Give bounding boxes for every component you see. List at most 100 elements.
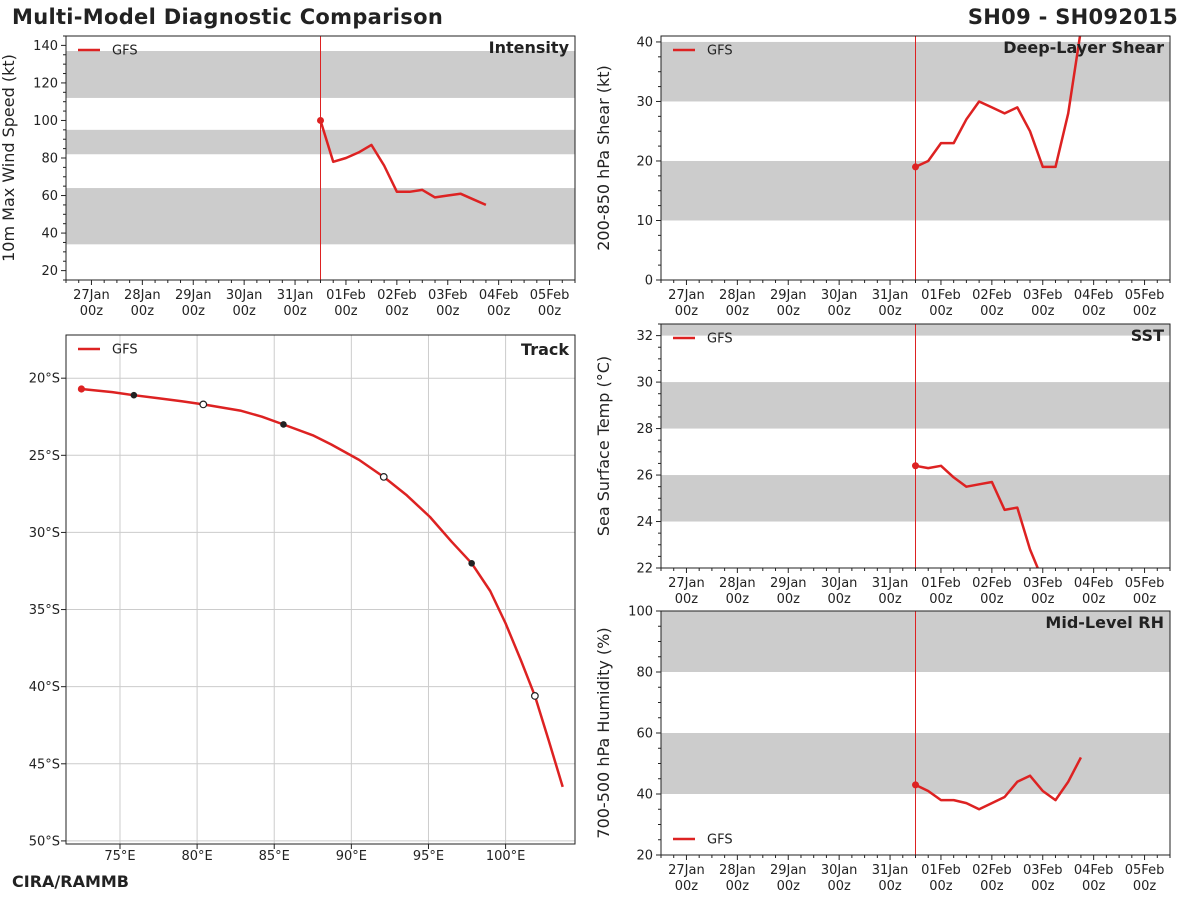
intensity-xtick-label: 00z [487, 304, 511, 319]
shear-xtick-label: 29Jan [770, 288, 807, 303]
intensity-xtick-label: 00z [80, 304, 104, 319]
shear-xtick-label: 28Jan [719, 288, 756, 303]
intensity-xtick-label: 00z [436, 304, 460, 319]
rh-legend-label: GFS [707, 833, 733, 848]
track-series-gfs [81, 387, 564, 788]
rh-xtick-label: 00z [827, 879, 851, 894]
rh-xtick-label: 00z [980, 879, 1004, 894]
track-ytick-label: 35°S [29, 603, 60, 618]
sst-xtick-label: 27Jan [668, 576, 705, 591]
rh-xtick-label: 30Jan [821, 863, 858, 878]
intensity-legend-label: GFS [112, 44, 138, 59]
shear-xtick-label: 31Jan [872, 288, 909, 303]
intensity-xtick-label: 30Jan [226, 288, 263, 303]
intensity-xtick-label: 01Feb [326, 288, 366, 303]
shear-xtick-label: 00z [878, 304, 902, 319]
shear-xtick-label: 00z [1031, 304, 1055, 319]
intensity-xtick-label: 00z [385, 304, 409, 319]
rh-series-gfs [914, 756, 1083, 811]
shear-series-gfs [914, 36, 1082, 169]
intensity-xtick-label: 29Jan [175, 288, 212, 303]
rh-xtick-label: 00z [1133, 879, 1157, 894]
sst-xtick-label: 03Feb [1023, 576, 1063, 591]
shear-ytick-label: 10 [636, 214, 653, 229]
intensity-xtick-label: 00z [283, 304, 307, 319]
sst-xtick-label: 00z [1133, 592, 1157, 607]
track-frame [65, 334, 576, 845]
sst-xtick-label: 00z [675, 592, 699, 607]
track-ytick-label: 45°S [29, 757, 60, 772]
sst-xtick-label: 30Jan [821, 576, 858, 591]
intensity-ylabel: 10m Max Wind Speed (kt) [0, 54, 18, 262]
sst-xtick-label: 00z [827, 592, 851, 607]
credit-label: CIRA/RAMMB [12, 872, 129, 891]
sst-xtick-label: 00z [777, 592, 801, 607]
track-ytick-label: 40°S [29, 680, 60, 695]
sst-xtick-label: 00z [878, 592, 902, 607]
rh-xtick-label: 03Feb [1023, 863, 1063, 878]
shear-ylabel: 200-850 hPa Shear (kt) [594, 65, 613, 251]
storm-id: SH09 - SH092015 [967, 5, 1178, 29]
rh-xtick-label: 02Feb [972, 863, 1012, 878]
intensity-xtick-label: 28Jan [124, 288, 161, 303]
shear-legend-label: GFS [707, 44, 733, 59]
intensity-xtick-label: 31Jan [277, 288, 314, 303]
shear-xtick-label: 01Feb [921, 288, 961, 303]
sst-xtick-label: 31Jan [872, 576, 909, 591]
shear-xtick-label: 02Feb [972, 288, 1012, 303]
sst-xtick-label: 00z [980, 592, 1004, 607]
sst-legend-label: GFS [707, 332, 733, 347]
intensity-series-gfs [319, 120, 487, 207]
intensity-xtick-label: 27Jan [73, 288, 110, 303]
sst-ytick-label: 26 [636, 469, 653, 484]
sst-xtick-label: 00z [726, 592, 750, 607]
rh-xtick-label: 27Jan [668, 863, 705, 878]
intensity-xtick-label: 00z [538, 304, 562, 319]
shear-xtick-label: 03Feb [1023, 288, 1063, 303]
intensity-ytick-label: 100 [33, 114, 58, 129]
intensity-xtick-label: 00z [182, 304, 206, 319]
sst-ytick-label: 28 [636, 422, 653, 437]
track-marker-open [379, 473, 388, 481]
track-marker-filled [468, 559, 475, 567]
shear-ytick-label: 0 [645, 274, 653, 289]
sst-ytick-label: 22 [636, 562, 653, 577]
track-marker-open [530, 692, 539, 700]
rh-xtick-label: 01Feb [921, 863, 961, 878]
rh-init-point [912, 781, 919, 789]
intensity-ytick-label: 20 [41, 264, 58, 279]
shear-ytick-label: 40 [636, 35, 653, 50]
sst-ylabel: Sea Surface Temp (°C) [594, 356, 613, 536]
rh-xtick-label: 28Jan [719, 863, 756, 878]
shear-xtick-label: 00z [726, 304, 750, 319]
track-ytick-label: 30°S [29, 526, 60, 541]
sst-xtick-label: 04Feb [1074, 576, 1114, 591]
shear-xtick-label: 00z [827, 304, 851, 319]
shear-xtick-label: 00z [777, 304, 801, 319]
intensity-xtick-label: 05Feb [530, 288, 570, 303]
track-ytick-label: 20°S [29, 372, 60, 387]
sst-xtick-label: 00z [1082, 592, 1106, 607]
rh-ylabel: 700-500 hPa Humidity (%) [594, 627, 613, 838]
shear-xtick-label: 00z [675, 304, 699, 319]
rh-xtick-label: 00z [1031, 879, 1055, 894]
sst-xtick-label: 05Feb [1125, 576, 1165, 591]
rh-xtick-label: 04Feb [1074, 863, 1114, 878]
rh-ytick-label: 20 [636, 849, 653, 864]
intensity-title: Intensity [489, 38, 570, 57]
shear-xtick-label: 00z [1082, 304, 1106, 319]
track-ytick-label: 25°S [29, 449, 60, 464]
intensity-xtick-label: 04Feb [479, 288, 519, 303]
track-marker-filled [280, 421, 287, 428]
track-xtick-label: 80°E [181, 849, 212, 864]
rh-xtick-label: 00z [777, 879, 801, 894]
sst-xtick-label: 02Feb [972, 576, 1012, 591]
track-xtick-label: 95°E [413, 849, 444, 864]
rh-xtick-label: 00z [878, 879, 902, 894]
sst-series-gfs [915, 464, 1039, 568]
intensity-xtick-label: 00z [131, 304, 155, 319]
sst-title: SST [1131, 326, 1164, 345]
track-xtick-label: 85°E [259, 849, 290, 864]
rh-xtick-label: 00z [929, 879, 953, 894]
